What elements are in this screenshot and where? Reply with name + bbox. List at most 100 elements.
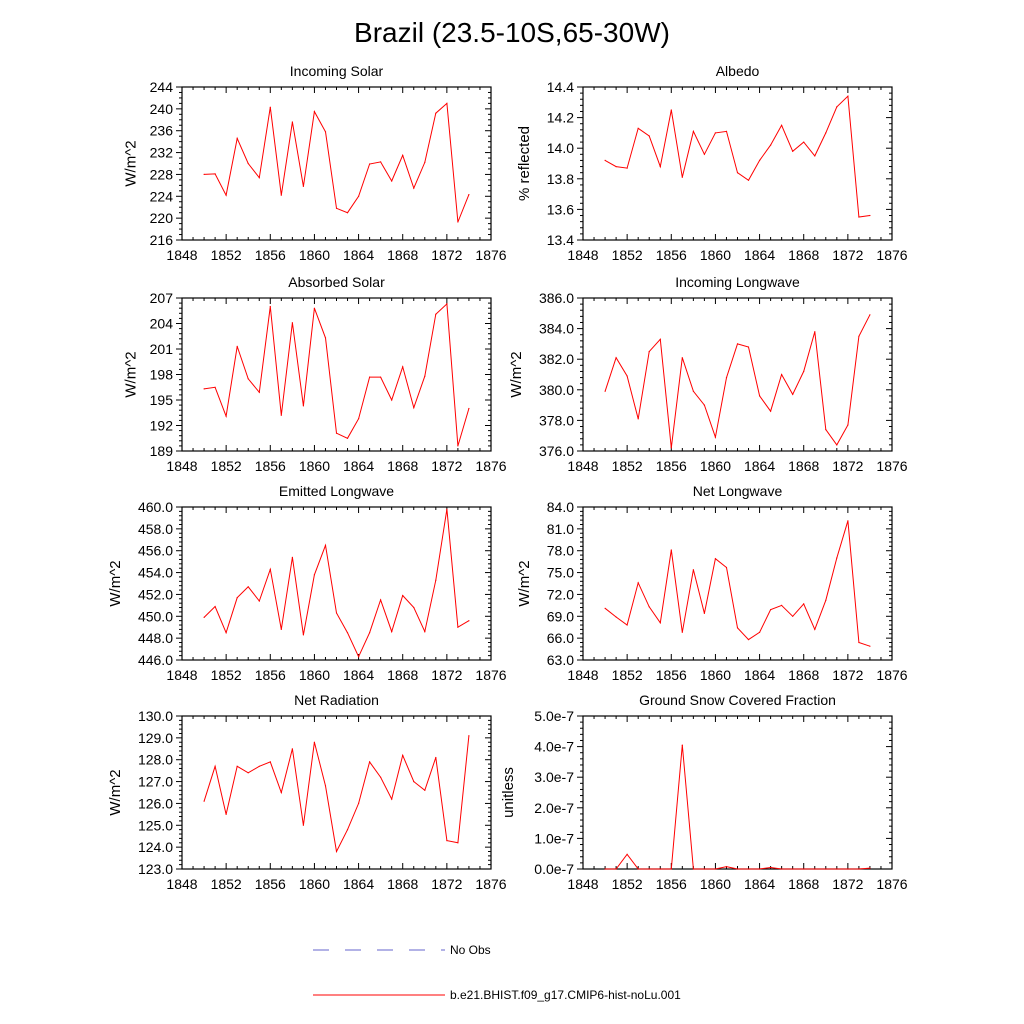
data-point bbox=[346, 212, 349, 214]
data-point bbox=[604, 159, 606, 161]
data-point bbox=[858, 216, 860, 218]
data-point bbox=[836, 444, 838, 446]
panel-absorbed-solar: Absorbed Solar 1848 1852 1856 1860 1864 1868 18… bbox=[123, 274, 507, 474]
data-point bbox=[714, 558, 717, 560]
data-point bbox=[770, 410, 772, 412]
panel-net-radiation: Net Radiation 1848 1852 1856 1860 1864 1868 187… bbox=[107, 692, 507, 892]
data-point bbox=[659, 868, 661, 870]
y-tick-label: 189 bbox=[150, 443, 174, 459]
data-point bbox=[291, 748, 293, 750]
data-point bbox=[391, 399, 393, 401]
data-point bbox=[814, 331, 816, 333]
x-tick-label: 1856 bbox=[255, 458, 286, 474]
data-point bbox=[203, 800, 205, 802]
data-point bbox=[335, 432, 338, 434]
data-point bbox=[280, 194, 282, 196]
data-point bbox=[648, 135, 650, 137]
panel-emitted-longwave: Emitted Longwave 1848 1852 1856 1860 1864 1868… bbox=[107, 483, 507, 683]
x-tick-label: 1868 bbox=[788, 876, 819, 892]
data-point bbox=[247, 162, 249, 165]
data-point bbox=[703, 612, 706, 615]
panel-albedo: Albedo 1848 1852 1856 1860 1864 1868 1872 1876 13… bbox=[516, 63, 908, 263]
data-point bbox=[869, 645, 871, 647]
data-point bbox=[781, 124, 783, 126]
data-point bbox=[858, 868, 860, 870]
y-tick-label: 0.0e-7 bbox=[534, 861, 574, 877]
y-tick-label: 244 bbox=[150, 79, 174, 95]
data-point bbox=[369, 761, 371, 763]
data-point bbox=[736, 172, 739, 174]
x-tick-label: 1852 bbox=[211, 247, 242, 263]
y-tick-label: 14.2 bbox=[547, 110, 574, 126]
y-axis-label: W/m^2 bbox=[123, 140, 140, 186]
data-point bbox=[637, 582, 639, 584]
y-tick-label: 446.0 bbox=[138, 652, 173, 668]
x-tick-label: 1856 bbox=[656, 667, 687, 683]
x-tick-label: 1852 bbox=[612, 876, 643, 892]
data-point bbox=[670, 447, 672, 449]
data-point bbox=[792, 393, 794, 395]
data-point bbox=[247, 586, 249, 588]
data-point bbox=[825, 429, 827, 431]
data-point bbox=[413, 407, 415, 409]
data-point bbox=[391, 631, 393, 633]
y-tick-label: 456.0 bbox=[138, 543, 173, 559]
data-point bbox=[626, 375, 628, 377]
y-tick-label: 450.0 bbox=[138, 608, 173, 624]
y-tick-label: 2.0e-7 bbox=[534, 800, 574, 816]
y-tick-label: 220 bbox=[150, 210, 174, 226]
data-point bbox=[468, 620, 470, 622]
y-tick-label: 14.0 bbox=[547, 140, 574, 156]
y-tick-label: 14.4 bbox=[547, 79, 574, 95]
y-tick-label: 454.0 bbox=[138, 565, 173, 581]
x-tick-label: 1876 bbox=[475, 458, 506, 474]
data-point bbox=[725, 130, 728, 132]
data-point bbox=[435, 579, 437, 581]
data-point bbox=[814, 628, 816, 631]
data-point bbox=[313, 111, 315, 113]
y-axis-label: W/m^2 bbox=[123, 351, 140, 397]
data-point bbox=[391, 180, 393, 182]
data-point bbox=[770, 144, 772, 146]
data-point bbox=[770, 866, 772, 869]
y-tick-label: 236 bbox=[150, 123, 174, 139]
y-tick-label: 128.0 bbox=[138, 752, 173, 768]
x-tick-label: 1868 bbox=[387, 458, 418, 474]
data-point bbox=[468, 194, 470, 196]
data-point bbox=[424, 161, 426, 163]
y-axis-label: unitless bbox=[500, 767, 517, 818]
x-tick-label: 1852 bbox=[211, 458, 242, 474]
x-tick-label: 1872 bbox=[431, 458, 462, 474]
data-point bbox=[759, 868, 761, 870]
x-tick-label: 1860 bbox=[700, 667, 731, 683]
data-point bbox=[836, 557, 838, 559]
data-point bbox=[258, 177, 260, 179]
data-point bbox=[615, 616, 617, 618]
x-tick-label: 1864 bbox=[744, 876, 775, 892]
x-tick-label: 1860 bbox=[700, 458, 731, 474]
data-point bbox=[747, 639, 750, 641]
x-tick-label: 1856 bbox=[255, 247, 286, 263]
y-tick-label: 78.0 bbox=[547, 543, 574, 559]
data-point bbox=[236, 765, 238, 767]
plot-frame bbox=[181, 86, 492, 241]
data-point bbox=[214, 173, 216, 175]
data-point bbox=[814, 155, 816, 157]
data-point bbox=[681, 357, 683, 359]
y-tick-label: 195 bbox=[150, 392, 174, 408]
x-tick-label: 1864 bbox=[744, 247, 775, 263]
x-tick-label: 1864 bbox=[744, 458, 775, 474]
data-point bbox=[247, 378, 249, 380]
data-point bbox=[836, 868, 838, 870]
x-tick-label: 1872 bbox=[832, 458, 863, 474]
x-tick-label: 1856 bbox=[656, 247, 687, 263]
x-tick-label: 1864 bbox=[343, 247, 374, 263]
x-tick-label: 1864 bbox=[343, 667, 374, 683]
data-point bbox=[670, 109, 672, 111]
panel-title: Ground Snow Covered Fraction bbox=[639, 692, 836, 708]
y-tick-label: 5.0e-7 bbox=[534, 708, 574, 724]
data-point bbox=[269, 761, 271, 763]
legend: No Obs b.e21.BHIST.f09_g17.CMIP6-hist-noL… bbox=[313, 943, 681, 1002]
data-point bbox=[335, 207, 338, 209]
data-point bbox=[825, 599, 827, 601]
